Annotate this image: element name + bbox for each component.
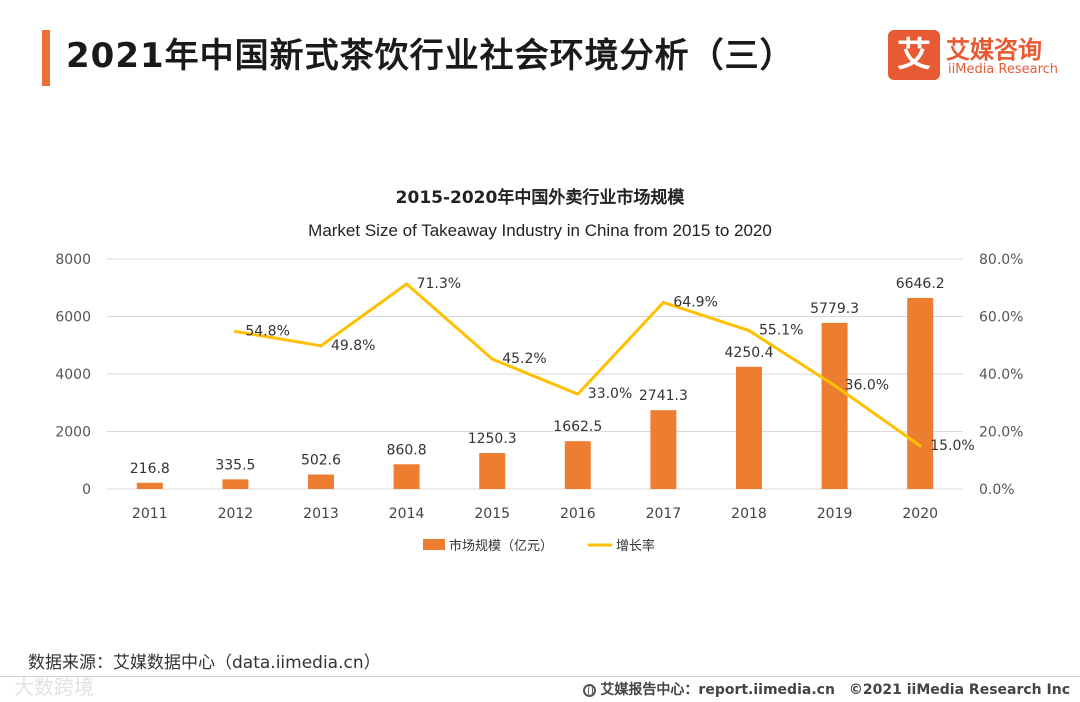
bar-value-label: 335.5 [215,457,255,473]
growth-rate-label: 15.0% [930,438,974,454]
bar-2012 [222,479,249,489]
legend-label-growth-rate: 增长率 [616,538,655,554]
bar-2016 [564,441,591,489]
growth-rate-label: 55.1% [759,323,803,339]
growth-rate-point [576,392,580,396]
growth-rate-point [405,282,409,286]
bar-2013 [308,474,334,489]
logo-chinese-name: 艾媒咨询 [946,36,1042,64]
logo-glyph: 艾 [897,35,931,75]
takeaway-market-chart: 2015-2020年中国外卖行业市场规模 Market Size of Take… [55,187,1023,554]
growth-rate-point [747,329,751,333]
bar-2014 [393,464,420,489]
x-axis-tick-label: 2014 [389,506,425,522]
right-axis-tick-label: 20.0% [979,425,1023,441]
bar-value-label: 502.6 [301,453,341,469]
bar-value-label: 2741.3 [639,388,688,404]
footer-divider [0,676,1080,677]
right-axis-tick-label: 60.0% [979,310,1023,326]
legend-swatch-market-size [423,539,445,550]
growth-rate-label: 45.2% [502,351,546,367]
globe-icon [583,684,597,697]
right-axis-tick-label: 0.0% [979,482,1015,498]
logo-mark-icon [888,30,940,80]
left-axis-tick-label: 4000 [55,367,91,383]
growth-rate-point [319,344,323,348]
bar-2015 [479,453,506,489]
left-axis-tick-label: 0 [82,482,91,498]
iimedia-logo: 艾 艾媒咨询 iiMedia Research [888,30,1068,82]
chart-legend: 市场规模（亿元） 增长率 [423,538,655,554]
bar-series [136,297,934,489]
growth-rate-point [661,300,665,304]
right-axis-tick-label: 40.0% [979,367,1023,383]
line-series [233,282,922,448]
data-labels: 216.8 335.5 502.6 860.8 1250.3 1662.5 2741.3 42… [130,276,975,477]
report-center-link[interactable]: 艾媒报告中心：report.iimedia.cn [600,682,835,698]
x-axis-tick-label: 2016 [560,506,596,522]
x-axis-tick-label: 2018 [731,506,767,522]
growth-rate-label: 54.8% [245,323,289,339]
bar-value-label: 216.8 [130,461,170,477]
gridlines [107,258,963,490]
right-axis-tick-label: 80.0% [979,252,1023,268]
left-axis-tick-label: 8000 [55,252,91,268]
legend-label-market-size: 市场规模（亿元） [449,538,553,554]
bar-value-label: 4250.4 [725,345,774,361]
growth-rate-label: 64.9% [673,294,717,310]
bar-value-label: 6646.2 [896,276,945,292]
growth-rate-label: 49.8% [331,338,375,354]
left-axis-tick-label: 2000 [55,425,91,441]
growth-rate-point [490,357,494,361]
bar-2011 [136,482,163,489]
page-title: 2021年中国新式茶饮行业社会环境分析（三） [66,36,795,76]
bar-value-label: 1662.5 [553,419,602,435]
growth-rate-point [233,329,237,333]
growth-rate-point [918,444,922,448]
growth-rate-label: 33.0% [588,386,632,402]
copyright-text: ©2021 iiMedia Research Inc [848,682,1070,698]
bar-value-label: 1250.3 [468,431,517,447]
bar-value-label: 5779.3 [810,301,859,317]
data-source-note: 数据来源：艾媒数据中心（data.iimedia.cn） [28,653,381,673]
chart-subtitle: Market Size of Takeaway Industry in Chin… [308,221,772,240]
watermark-text: 大数跨境 [14,675,94,699]
bar-2019 [821,322,848,489]
bar-2020 [907,297,934,489]
x-axis-tick-label: 2015 [474,506,510,522]
chart-title: 2015-2020年中国外卖行业市场规模 [396,187,686,208]
bar-value-label: 860.8 [387,442,427,458]
title-accent-bar [42,30,50,86]
left-axis-tick-label: 6000 [55,310,91,326]
x-axis-tick-label: 2012 [218,506,254,522]
logo-english-name: iiMedia Research [948,62,1059,77]
bar-2018 [736,366,762,489]
x-axis-tick-label: 2020 [902,506,938,522]
x-axis-tick-label: 2017 [646,506,682,522]
x-axis-tick-label: 2019 [817,506,853,522]
axis-labels: 0 0.0% 2000 20.0% 4000 40.0% 6000 60.0% 8000 80.0… [55,252,1023,522]
footer-info: 艾媒报告中心：report.iimedia.cn ©2021 iiMedia Re… [583,679,1070,699]
bar-2017 [650,410,677,489]
x-axis-tick-label: 2011 [132,506,168,522]
x-axis-tick-label: 2013 [303,506,339,522]
growth-rate-label: 71.3% [417,276,461,292]
growth-rate-label: 36.0% [845,378,889,394]
growth-rate-point [833,384,837,387]
